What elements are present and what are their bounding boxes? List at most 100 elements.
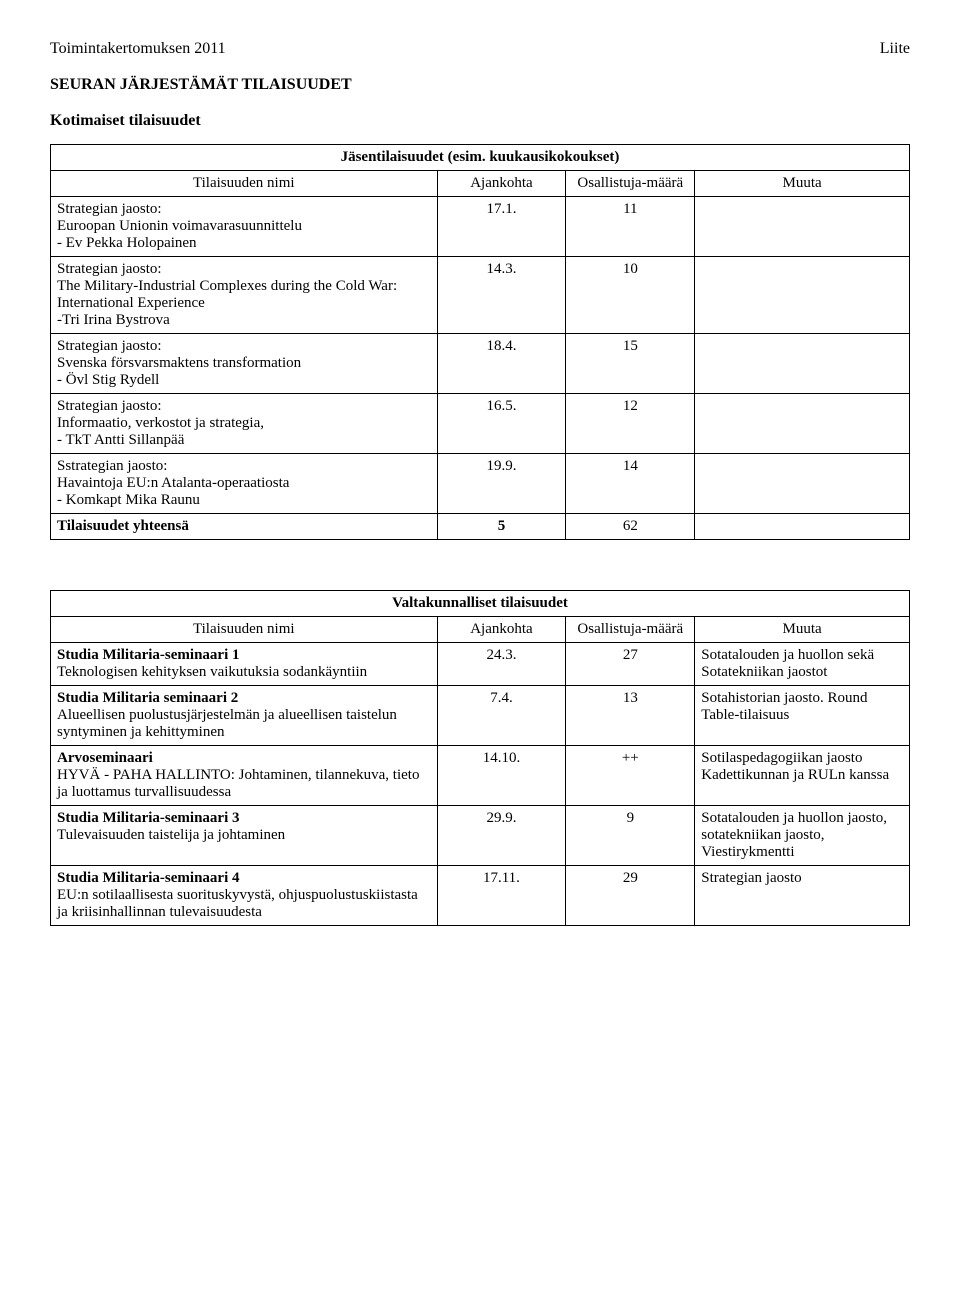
col-header-date: Ajankohta [437,171,566,197]
event-note: Sotatalouden ja huollon jaosto, sotatekn… [695,806,910,866]
table-header-row: Tilaisuuden nimi Ajankohta Osallistuja-m… [51,171,910,197]
event-name-line: - Övl Stig Rydell [57,372,431,389]
event-name-cell: Studia Militaria-seminaari 1Teknologisen… [51,643,438,686]
event-count: 15 [566,334,695,394]
event-count: 11 [566,197,695,257]
event-name-cell: Studia Militaria-seminaari 4EU:n sotilaa… [51,866,438,926]
col-header-name: Tilaisuuden nimi [51,171,438,197]
event-name-bold: Studia Militaria-seminaari 1 [57,647,431,664]
total-label: Tilaisuudet yhteensä [51,514,438,540]
col-header-name: Tilaisuuden nimi [51,617,438,643]
table-row: Sstrategian jaosto:Havaintoja EU:n Atala… [51,454,910,514]
section-title: SEURAN JÄRJESTÄMÄT TILAISUUDET [50,76,910,94]
event-note: Sotatalouden ja huollon sekä Sotatekniik… [695,643,910,686]
event-name-line: Strategian jaosto: [57,261,431,278]
total-note [695,514,910,540]
table-caption: Valtakunnalliset tilaisuudet [51,591,910,617]
table-header-row: Tilaisuuden nimi Ajankohta Osallistuja-m… [51,617,910,643]
event-date: 24.3. [437,643,566,686]
total-date: 5 [437,514,566,540]
event-date: 14.10. [437,746,566,806]
event-name-rest: Teknologisen kehityksen vaikutuksia soda… [57,664,431,681]
event-date: 18.4. [437,334,566,394]
table-row: Strategian jaosto:Svenska försvarsmakten… [51,334,910,394]
event-note: Strategian jaosto [695,866,910,926]
event-count: 29 [566,866,695,926]
event-name-rest: Alueellisen puolustusjärjestelmän ja alu… [57,707,431,741]
event-name-cell: Strategian jaosto:Informaatio, verkostot… [51,394,438,454]
event-note: Sotahistorian jaosto. Round Table-tilais… [695,686,910,746]
event-name-cell: ArvoseminaariHYVÄ - PAHA HALLINTO: Johta… [51,746,438,806]
event-name-rest: Tulevaisuuden taistelija ja johtaminen [57,827,431,844]
header-right: Liite [880,40,910,58]
event-name-line: - Komkapt Mika Raunu [57,492,431,509]
event-count: 10 [566,257,695,334]
event-name-line: - Ev Pekka Holopainen [57,235,431,252]
event-name-cell: Strategian jaosto:The Military-Industria… [51,257,438,334]
event-date: 14.3. [437,257,566,334]
table-total-row: Tilaisuudet yhteensä 5 62 [51,514,910,540]
event-name-bold: Arvoseminaari [57,750,431,767]
event-date: 7.4. [437,686,566,746]
event-name-cell: Studia Militaria seminaari 2Alueellisen … [51,686,438,746]
event-name-line: Strategian jaosto: [57,338,431,355]
event-date: 16.5. [437,394,566,454]
event-name-line: The Military-Industrial Complexes during… [57,278,431,312]
table-row: Studia Militaria-seminaari 3 Tulevaisuud… [51,806,910,866]
event-name-line: - TkT Antti Sillanpää [57,432,431,449]
event-name-line: Svenska försvarsmaktens transformation [57,355,431,372]
table-row: Strategian jaosto:Informaatio, verkostot… [51,394,910,454]
event-count: 14 [566,454,695,514]
event-name-line: -Tri Irina Bystrova [57,312,431,329]
subsection-title: Kotimaiset tilaisuudet [50,112,910,130]
event-name-line: Havaintoja EU:n Atalanta-operaatiosta [57,475,431,492]
event-date: 29.9. [437,806,566,866]
event-name-cell: Strategian jaosto:Euroopan Unionin voima… [51,197,438,257]
event-name-line: Strategian jaosto: [57,201,431,218]
event-note [695,334,910,394]
col-header-note: Muuta [695,617,910,643]
event-date: 17.11. [437,866,566,926]
event-name-line: Euroopan Unionin voimavarasuunnittelu [57,218,431,235]
event-count: 12 [566,394,695,454]
event-note [695,197,910,257]
table-row: ArvoseminaariHYVÄ - PAHA HALLINTO: Johta… [51,746,910,806]
event-note [695,394,910,454]
page-header: Toimintakertomuksen 2011 Liite [50,40,910,58]
table-row: Studia Militaria seminaari 2Alueellisen … [51,686,910,746]
event-note: Sotilaspedagogiikan jaosto Kadettikunnan… [695,746,910,806]
event-count: 27 [566,643,695,686]
table-caption-row: Valtakunnalliset tilaisuudet [51,591,910,617]
national-events-table: Valtakunnalliset tilaisuudet Tilaisuuden… [50,590,910,926]
total-count: 62 [566,514,695,540]
table-caption: Jäsentilaisuudet (esim. kuukausikokoukse… [51,145,910,171]
event-name-rest: EU:n sotilaallisesta suorituskyvystä, oh… [57,887,431,921]
header-left: Toimintakertomuksen 2011 [50,40,226,58]
event-name-rest: HYVÄ - PAHA HALLINTO: Johtaminen, tilann… [57,767,431,801]
event-name-line: Strategian jaosto: [57,398,431,415]
col-header-date: Ajankohta [437,617,566,643]
table-row: Studia Militaria-seminaari 1Teknologisen… [51,643,910,686]
col-header-note: Muuta [695,171,910,197]
event-date: 17.1. [437,197,566,257]
event-note [695,257,910,334]
member-events-table: Jäsentilaisuudet (esim. kuukausikokoukse… [50,144,910,540]
event-name-cell: Sstrategian jaosto:Havaintoja EU:n Atala… [51,454,438,514]
table-row: Strategian jaosto:Euroopan Unionin voima… [51,197,910,257]
event-note [695,454,910,514]
col-header-count: Osallistuja-määrä [566,171,695,197]
event-name-cell: Strategian jaosto:Svenska försvarsmakten… [51,334,438,394]
event-name-bold: Studia Militaria seminaari 2 [57,690,431,707]
table-caption-row: Jäsentilaisuudet (esim. kuukausikokoukse… [51,145,910,171]
event-date: 19.9. [437,454,566,514]
table-row: Strategian jaosto:The Military-Industria… [51,257,910,334]
event-count: ++ [566,746,695,806]
table-row: Studia Militaria-seminaari 4EU:n sotilaa… [51,866,910,926]
event-name-bold: Studia Militaria-seminaari 3 [57,810,431,827]
event-name-cell: Studia Militaria-seminaari 3 Tulevaisuud… [51,806,438,866]
event-count: 9 [566,806,695,866]
col-header-count: Osallistuja-määrä [566,617,695,643]
event-name-line: Informaatio, verkostot ja strategia, [57,415,431,432]
event-name-line: Sstrategian jaosto: [57,458,431,475]
event-count: 13 [566,686,695,746]
